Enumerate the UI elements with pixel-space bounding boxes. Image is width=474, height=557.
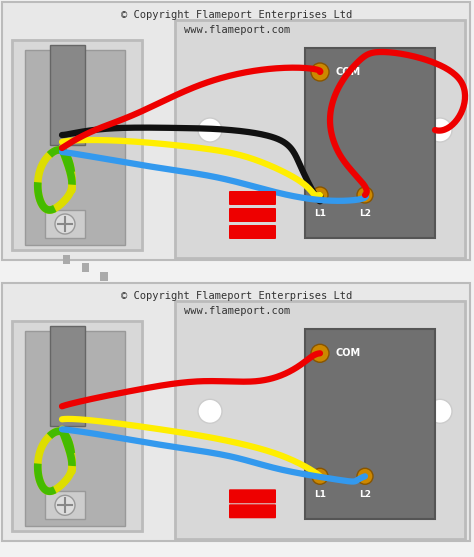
FancyBboxPatch shape (305, 48, 435, 238)
FancyBboxPatch shape (25, 331, 125, 526)
FancyBboxPatch shape (229, 191, 276, 205)
Circle shape (357, 187, 373, 203)
FancyBboxPatch shape (63, 255, 70, 264)
FancyBboxPatch shape (175, 301, 465, 539)
FancyBboxPatch shape (2, 2, 470, 260)
FancyBboxPatch shape (50, 45, 85, 145)
FancyBboxPatch shape (82, 263, 89, 272)
Circle shape (428, 399, 452, 423)
Text: L1: L1 (314, 209, 326, 218)
Text: www.flameport.com: www.flameport.com (184, 25, 290, 35)
Text: L1: L1 (314, 490, 326, 499)
Circle shape (312, 187, 328, 203)
FancyBboxPatch shape (25, 50, 125, 245)
FancyBboxPatch shape (175, 20, 465, 258)
FancyBboxPatch shape (45, 491, 85, 519)
Circle shape (428, 118, 452, 142)
Circle shape (55, 214, 75, 234)
Circle shape (357, 468, 373, 484)
Circle shape (55, 495, 75, 515)
Text: COM: COM (336, 67, 361, 77)
Text: L2: L2 (359, 490, 371, 499)
Text: © Copyright Flameport Enterprises Ltd: © Copyright Flameport Enterprises Ltd (121, 10, 353, 20)
FancyBboxPatch shape (50, 326, 85, 426)
Circle shape (312, 468, 328, 484)
Text: www.flameport.com: www.flameport.com (184, 306, 290, 316)
Circle shape (198, 118, 222, 142)
FancyBboxPatch shape (229, 504, 276, 518)
Circle shape (198, 399, 222, 423)
FancyBboxPatch shape (305, 329, 435, 519)
FancyBboxPatch shape (100, 272, 108, 281)
FancyBboxPatch shape (45, 210, 85, 238)
Circle shape (311, 344, 329, 362)
Text: COM: COM (336, 348, 361, 358)
FancyBboxPatch shape (229, 489, 276, 504)
FancyBboxPatch shape (2, 284, 470, 541)
FancyBboxPatch shape (12, 40, 142, 250)
Circle shape (311, 63, 329, 81)
FancyBboxPatch shape (12, 321, 142, 531)
Text: © Copyright Flameport Enterprises Ltd: © Copyright Flameport Enterprises Ltd (121, 291, 353, 301)
FancyBboxPatch shape (229, 225, 276, 239)
FancyBboxPatch shape (229, 208, 276, 222)
Text: L2: L2 (359, 209, 371, 218)
